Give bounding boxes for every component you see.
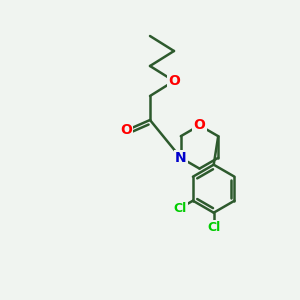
Text: N: N — [175, 151, 187, 165]
Text: O: O — [194, 118, 206, 132]
Text: O: O — [168, 74, 180, 88]
Text: Cl: Cl — [207, 221, 220, 234]
Text: Cl: Cl — [173, 202, 187, 215]
Text: O: O — [120, 124, 132, 137]
